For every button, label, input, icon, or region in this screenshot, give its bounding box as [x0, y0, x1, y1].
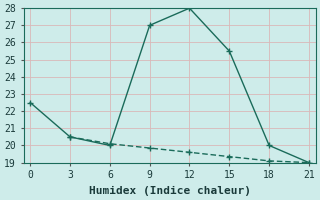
X-axis label: Humidex (Indice chaleur): Humidex (Indice chaleur) [89, 186, 251, 196]
